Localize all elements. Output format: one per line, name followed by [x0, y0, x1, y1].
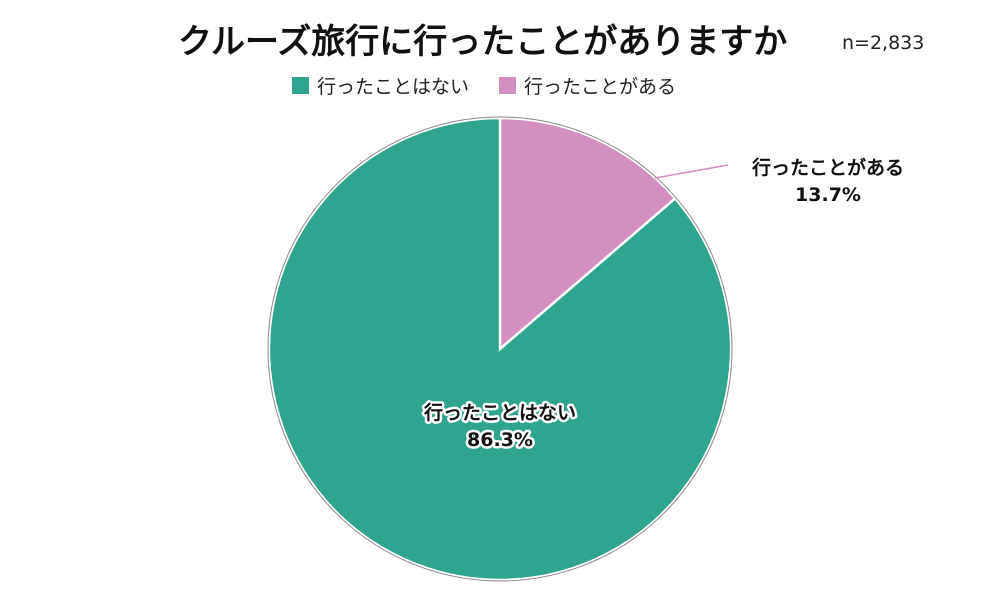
legend-swatch-have-been — [499, 77, 517, 94]
slice-label-have-been-category: 行ったことがある — [751, 156, 904, 179]
pie-slices — [267, 116, 733, 582]
chart-title: クルーズ旅行に行ったことがありますか — [178, 22, 788, 62]
slice-label-never-category: 行ったことはない — [423, 401, 576, 424]
legend-label-never: 行ったことはない — [317, 76, 470, 98]
pie-outline — [267, 116, 733, 582]
slice-label-never-value: 86.3% — [467, 429, 533, 451]
legend: 行ったことはない 行ったことがある — [292, 72, 698, 99]
legend-label-have-been: 行ったことがある — [524, 76, 677, 98]
slice-label-have-been-value: 13.7% — [795, 184, 861, 206]
leader-line-have-been — [654, 164, 729, 179]
legend-item-have-been: 行ったことがある — [499, 72, 676, 99]
pie-slice-have-been — [498, 116, 677, 352]
sample-size-note: n=2,833 — [842, 32, 925, 54]
pie-slice-never — [267, 116, 733, 582]
legend-swatch-never — [292, 77, 309, 94]
legend-item-never: 行ったことはない — [292, 72, 469, 99]
